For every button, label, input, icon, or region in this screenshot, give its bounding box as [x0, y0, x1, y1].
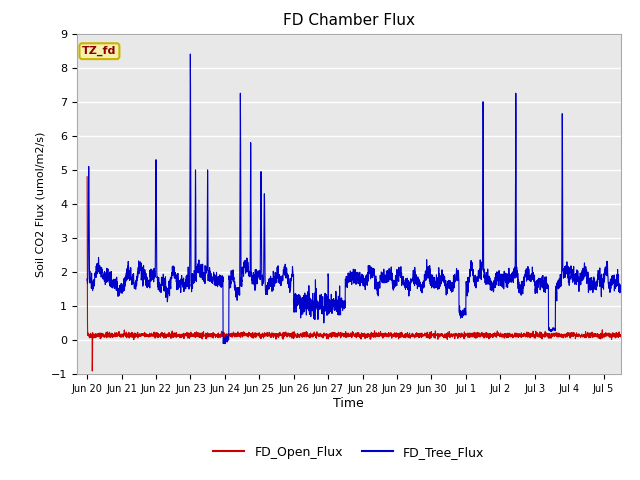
X-axis label: Time: Time [333, 397, 364, 410]
Y-axis label: Soil CO2 Flux (umol/m2/s): Soil CO2 Flux (umol/m2/s) [35, 132, 45, 276]
Legend: FD_Open_Flux, FD_Tree_Flux: FD_Open_Flux, FD_Tree_Flux [208, 441, 490, 464]
Text: TZ_fd: TZ_fd [82, 46, 116, 56]
Title: FD Chamber Flux: FD Chamber Flux [283, 13, 415, 28]
